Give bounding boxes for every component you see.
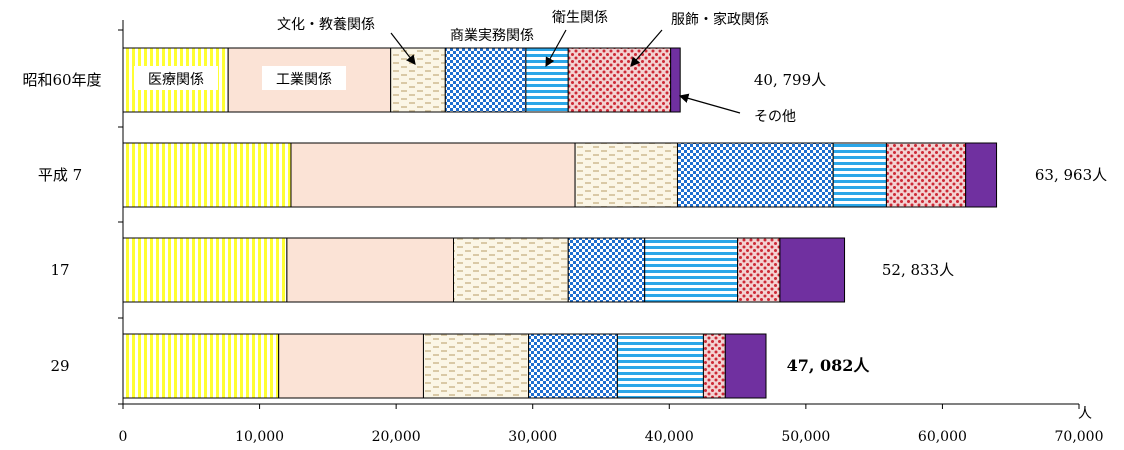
x-tick-label: 70,000 [1055,429,1104,445]
bar-segment-5 [616,333,704,399]
bar-segment-6 [885,142,967,208]
category-label: 平成 7 [38,166,82,184]
category-label: 昭和60年度 [22,71,101,89]
bar-segment-1 [122,237,288,303]
total-label: 52, 833人 [882,261,954,279]
bar-segment-7 [965,142,998,208]
bar-segment-4 [676,142,834,208]
category-label: 17 [50,261,69,279]
bar-segment-7 [779,237,846,303]
x-tick-label: 50,000 [781,429,830,445]
category-label: 29 [50,357,69,375]
bar-segment-3 [574,142,678,208]
bar-segment-1 [122,142,292,208]
x-tick-label: 40,000 [645,429,694,445]
callout-label: 文化・教養関係 [277,16,375,33]
x-tick-label: 0 [119,429,128,445]
bar-segment-2 [286,237,455,303]
x-tick-label: 10,000 [235,429,284,445]
total-label: 47, 082人 [787,356,871,375]
total-label: 63, 963人 [1035,166,1107,184]
x-tick-label: 20,000 [372,429,421,445]
total-label: 40, 799人 [754,71,826,89]
x-tick-label: 60,000 [918,429,967,445]
axis: 0 10,000 20,000 30,000 40,000 50,000 60,000 70,… [118,20,1104,445]
inbar-label: 工業関係 [276,72,332,88]
callout-label: その他 [754,109,796,125]
callout-label: 服飾・家政関係 [671,11,769,28]
bar-segment-5 [644,237,739,303]
bar-segment-5 [525,47,569,113]
bar-segment-7 [724,333,767,399]
bar-segment-4 [528,333,618,399]
bar-segment-4 [567,237,646,303]
bar-segment-7 [670,47,681,113]
callout-label: 商業実務関係 [450,28,534,44]
bar-segment-2 [278,333,424,399]
bar-segment-3 [453,237,569,303]
callout-arrow [678,93,741,114]
bar-segment-2 [290,142,576,208]
bar-segment-3 [422,333,530,399]
callout-arrow [630,29,663,67]
bar-segment-6 [567,47,672,113]
bar-segment-4 [444,47,527,113]
callout-arrow [390,32,416,65]
bar-segment-5 [832,142,887,208]
callout-arrow [545,29,567,68]
bar-segment-6 [737,237,781,303]
inbar-label-bg [134,66,218,90]
bars [122,47,998,399]
bar-segment-6 [702,333,726,399]
inbar-label-bg [262,66,346,90]
inbar-label: 医療関係 [148,71,204,88]
x-axis-unit: 人 [1078,406,1092,422]
callout-label: 衛生関係 [552,10,608,26]
x-tick-label: 30,000 [508,429,557,445]
bar-segment-3 [390,47,446,113]
bar-segment-1 [122,333,280,399]
